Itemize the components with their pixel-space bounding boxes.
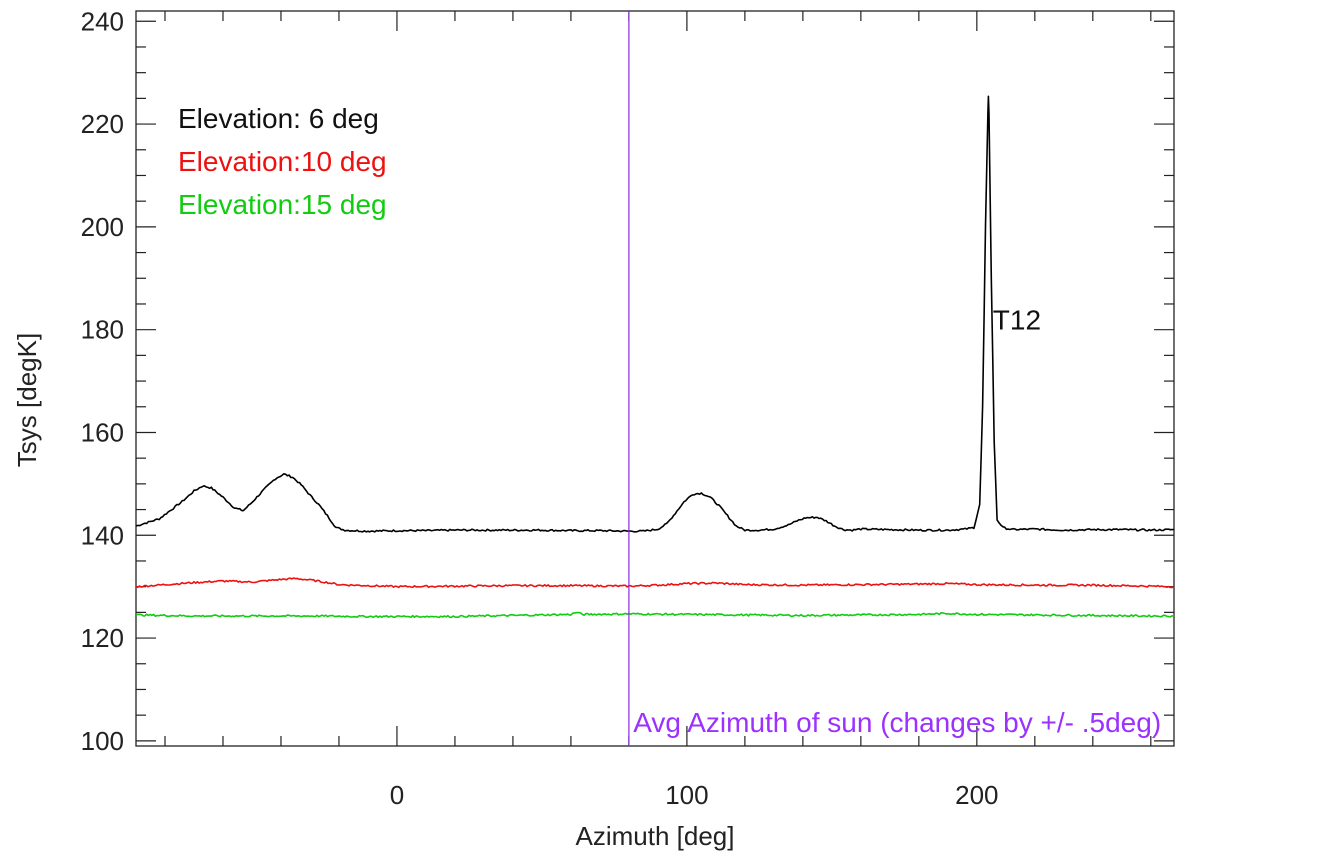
y-tick-label: 120 [81,623,124,653]
series-line-3 [135,611,1175,619]
legend: Elevation: 6 deg Elevation:10 deg Elevatio… [178,103,387,220]
peak-label: T12 [993,304,1041,335]
y-tick-label: 140 [81,520,124,550]
series-layer [135,11,1175,746]
x-axis-title: Azimuth [deg] [576,821,735,851]
y-tick-label: 220 [81,109,124,139]
y-tick-label: 240 [81,6,124,36]
x-axis: 0 100 200 [164,11,1152,810]
plot-area [135,10,1175,747]
x-tick-label: 100 [665,780,708,810]
y-tick-label: 160 [81,417,124,447]
y-axis: 100 120 140 160 180 200 220 240 [81,6,1174,756]
y-tick-label: 100 [81,726,124,756]
legend-entry: Elevation:10 deg [178,146,387,177]
sun-azimuth-annotation: Avg Azimuth of sun (changes by +/- .5deg… [633,707,1161,738]
legend-entry: Elevation:15 deg [178,189,387,220]
annotations: T12 Avg Azimuth of sun (changes by +/- .5… [633,304,1161,737]
y-tick-label: 180 [81,315,124,345]
y-tick-label: 200 [81,212,124,242]
y-axis-title: Tsys [degK] [12,333,42,467]
legend-entry: Elevation: 6 deg [178,103,379,134]
x-tick-label: 0 [390,780,404,810]
x-tick-label: 200 [955,780,998,810]
plot-frame [135,10,1175,747]
series-line-2 [135,577,1175,589]
series-line-1 [135,95,1174,533]
